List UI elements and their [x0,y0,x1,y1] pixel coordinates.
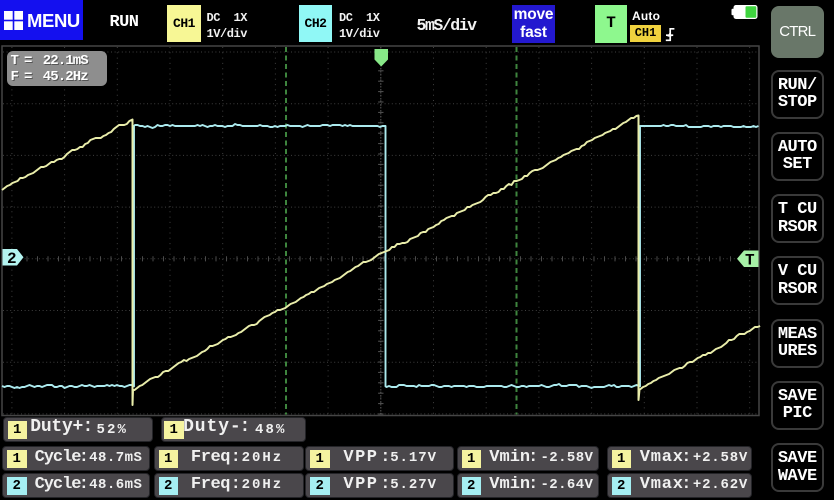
svg-text:T: T [745,252,755,270]
svg-text:2: 2 [7,250,17,268]
